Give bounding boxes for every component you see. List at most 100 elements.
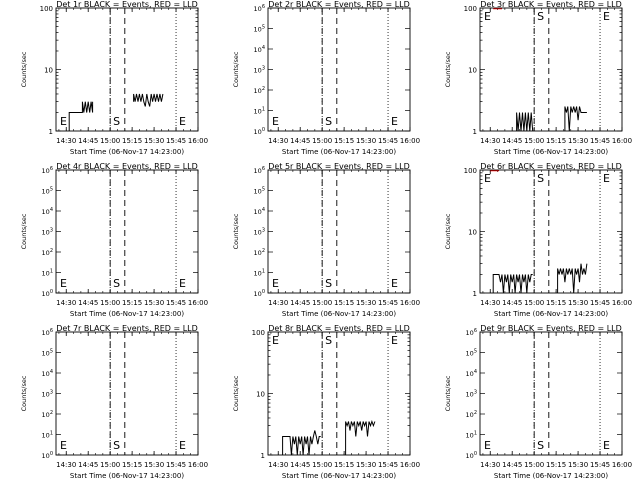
x-tick-label: 15:45 bbox=[378, 461, 398, 469]
y-tick-label: 102 bbox=[466, 410, 477, 419]
x-tick-label: 15:45 bbox=[590, 299, 610, 307]
panel-det-5: Det 5r BLACK = Events, RED = LLD Counts/s… bbox=[232, 162, 420, 318]
x-tick-label: 14:45 bbox=[78, 299, 98, 307]
y-tick-label: 106 bbox=[254, 4, 265, 13]
panel-title: Det 7r BLACK = Events, RED = LLD bbox=[56, 324, 198, 333]
y-tick-label: 100 bbox=[40, 5, 53, 13]
x-tick-label: 16:00 bbox=[400, 299, 420, 307]
x-tick-label: 14:30 bbox=[56, 137, 76, 145]
panel-title: Det 1r BLACK = Events, RED = LLD bbox=[56, 0, 198, 9]
marker-label-E: E bbox=[179, 115, 186, 128]
panel-det-2: Det 2r BLACK = Events, RED = LLD Counts/s… bbox=[232, 0, 420, 156]
x-tick-label: 14:30 bbox=[480, 299, 500, 307]
x-tick-label: 15:30 bbox=[568, 299, 588, 307]
x-tick-label: 15:30 bbox=[356, 137, 376, 145]
marker-label-E: E bbox=[60, 439, 67, 452]
y-axis-label: Counts/sec bbox=[20, 51, 28, 87]
x-tick-label: 15:15 bbox=[546, 137, 566, 145]
x-tick-label: 15:00 bbox=[524, 461, 544, 469]
events-series-line bbox=[133, 93, 164, 107]
events-series-line bbox=[492, 274, 533, 294]
marker-label-S: S bbox=[325, 334, 332, 347]
x-tick-label: 14:30 bbox=[56, 299, 76, 307]
x-tick-label: 15:00 bbox=[100, 137, 120, 145]
marker-label-E: E bbox=[60, 277, 67, 290]
y-tick-label: 102 bbox=[254, 248, 265, 257]
y-tick-label: 101 bbox=[466, 431, 477, 440]
x-axis-label: Start Time (06-Nov-17 14:23:00) bbox=[70, 472, 184, 480]
marker-label-E: E bbox=[179, 439, 186, 452]
panel-det-1: Det 1r BLACK = Events, RED = LLD Counts/s… bbox=[20, 0, 208, 156]
x-axis-label: Start Time (06-Nov-17 14:23:00) bbox=[282, 310, 396, 318]
y-tick-label: 102 bbox=[254, 86, 265, 95]
marker-label-E: E bbox=[391, 115, 398, 128]
x-tick-label: 14:45 bbox=[502, 461, 522, 469]
y-tick-label: 104 bbox=[466, 369, 477, 378]
y-tick-label: 103 bbox=[254, 228, 265, 237]
marker-label-S: S bbox=[325, 115, 332, 128]
panel-title: Det 6r BLACK = Events, RED = LLD bbox=[480, 162, 622, 171]
x-tick-label: 16:00 bbox=[612, 137, 632, 145]
x-tick-label: 15:15 bbox=[334, 299, 354, 307]
y-tick-label: 10 bbox=[256, 391, 265, 399]
x-axis-label: Start Time (06-Nov-17 14:23:00) bbox=[70, 148, 184, 156]
panel-det-6: Det 6r BLACK = Events, RED = LLD Counts/s… bbox=[444, 162, 632, 318]
x-tick-label: 16:00 bbox=[188, 461, 208, 469]
y-tick-label: 103 bbox=[466, 390, 477, 399]
x-tick-label: 15:00 bbox=[312, 299, 332, 307]
x-tick-label: 14:45 bbox=[78, 137, 98, 145]
x-tick-label: 15:30 bbox=[144, 461, 164, 469]
marker-label-S: S bbox=[537, 439, 544, 452]
plot-frame bbox=[479, 7, 623, 132]
events-series-line bbox=[282, 430, 321, 456]
y-tick-label: 106 bbox=[42, 328, 53, 337]
y-tick-label: 104 bbox=[42, 207, 53, 216]
plot-frame bbox=[55, 7, 199, 132]
x-tick-label: 15:45 bbox=[378, 137, 398, 145]
x-tick-label: 15:00 bbox=[100, 299, 120, 307]
panel-det-8: Det 8r BLACK = Events, RED = LLD Counts/s… bbox=[232, 324, 420, 480]
x-tick-label: 15:45 bbox=[590, 461, 610, 469]
plot-frame bbox=[55, 331, 199, 456]
y-tick-label: 100 bbox=[466, 451, 477, 460]
x-tick-label: 15:00 bbox=[524, 137, 544, 145]
x-tick-label: 16:00 bbox=[188, 137, 208, 145]
y-tick-label: 100 bbox=[42, 289, 53, 298]
x-tick-label: 14:45 bbox=[290, 299, 310, 307]
y-tick-label: 100 bbox=[252, 329, 265, 337]
plot-frame bbox=[479, 169, 623, 294]
x-tick-label: 15:15 bbox=[122, 137, 142, 145]
marker-label-E: E bbox=[272, 277, 279, 290]
x-tick-label: 14:45 bbox=[78, 461, 98, 469]
y-axis-label: Counts/sec bbox=[444, 213, 452, 249]
y-tick-label: 10 bbox=[468, 229, 477, 237]
panel-title: Det 4r BLACK = Events, RED = LLD bbox=[56, 162, 198, 171]
x-tick-label: 15:00 bbox=[100, 461, 120, 469]
x-tick-label: 16:00 bbox=[400, 461, 420, 469]
x-tick-label: 15:15 bbox=[334, 137, 354, 145]
y-tick-label: 101 bbox=[254, 107, 265, 116]
x-tick-label: 15:45 bbox=[166, 137, 186, 145]
x-axis-label: Start Time (06-Nov-17 14:23:00) bbox=[70, 310, 184, 318]
marker-label-E: E bbox=[484, 439, 491, 452]
events-series-line bbox=[557, 263, 588, 294]
panel-title: Det 2r BLACK = Events, RED = LLD bbox=[268, 0, 410, 9]
y-axis-label: Counts/sec bbox=[232, 375, 240, 411]
panel-det-4: Det 4r BLACK = Events, RED = LLD Counts/s… bbox=[20, 162, 208, 318]
x-tick-label: 16:00 bbox=[612, 461, 632, 469]
y-tick-label: 106 bbox=[466, 328, 477, 337]
marker-label-S: S bbox=[537, 10, 544, 23]
y-tick-label: 105 bbox=[42, 349, 53, 358]
x-tick-label: 16:00 bbox=[188, 299, 208, 307]
x-axis-label: Start Time (06-Nov-17 14:23:00) bbox=[494, 148, 608, 156]
marker-label-E: E bbox=[484, 172, 491, 185]
y-tick-label: 100 bbox=[464, 5, 477, 13]
marker-label-E: E bbox=[484, 10, 491, 23]
plot-frame bbox=[55, 169, 199, 294]
plot-frame bbox=[267, 331, 411, 456]
x-tick-label: 15:15 bbox=[122, 299, 142, 307]
panel-det-7: Det 7r BLACK = Events, RED = LLD Counts/s… bbox=[20, 324, 208, 480]
y-axis-label: Counts/sec bbox=[444, 51, 452, 87]
x-tick-label: 15:15 bbox=[122, 461, 142, 469]
